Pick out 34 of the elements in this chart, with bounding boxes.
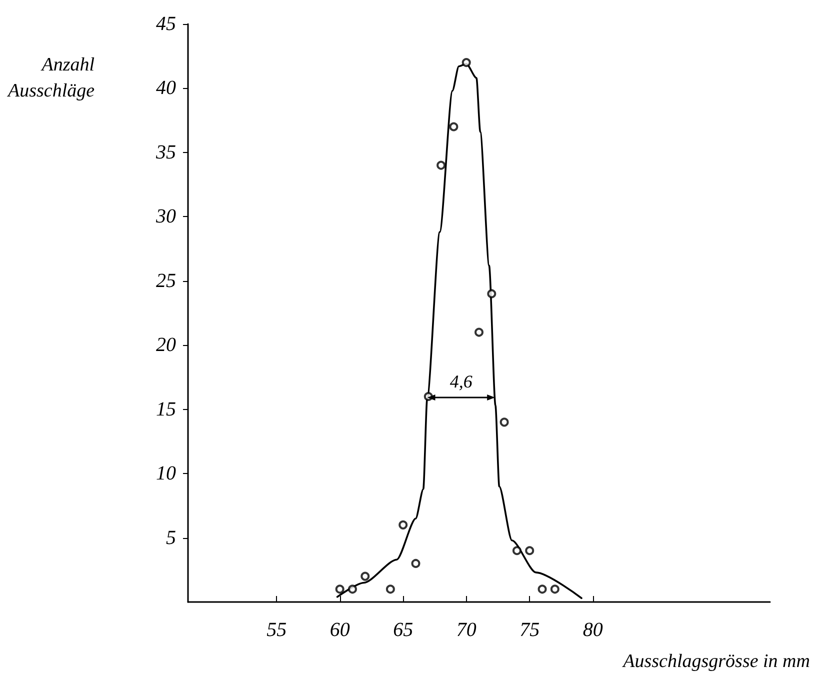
- y-tick-label: 20: [156, 334, 176, 356]
- point: [348, 584, 357, 594]
- y-tick-label: 30: [155, 206, 176, 228]
- x-tick-label: 70: [456, 619, 476, 641]
- x-axis-title: Ausschlagsgrösse in mm: [621, 651, 810, 672]
- point: [500, 418, 509, 427]
- point: [512, 546, 522, 556]
- x-tick-label: 75: [520, 619, 540, 641]
- x-tick-label: 60: [330, 619, 350, 641]
- point: [538, 584, 547, 594]
- y-tick-label: 15: [156, 398, 176, 420]
- point: [411, 558, 420, 568]
- x-tick-label: 55: [266, 619, 287, 641]
- point: [487, 289, 496, 298]
- y-tick-label: 5: [166, 526, 176, 549]
- x-tick-label: 80: [582, 619, 603, 641]
- y-tick-label: 25: [156, 270, 176, 292]
- x-tick-label: 65: [393, 619, 414, 641]
- y-tick-label: 35: [155, 141, 176, 164]
- point: [449, 122, 458, 132]
- y-tick-label: 10: [156, 462, 176, 485]
- point: [436, 160, 446, 170]
- point: [550, 584, 560, 594]
- y-axis-title: Anzahl Ausschläge: [6, 54, 95, 102]
- annotation: 4,6: [450, 371, 472, 392]
- point: [474, 328, 484, 337]
- point: [360, 572, 370, 581]
- point: [525, 546, 534, 556]
- point: [398, 520, 408, 530]
- y-tick-label: 45: [156, 13, 176, 35]
- y-tick-label: 40: [156, 77, 176, 100]
- point: [462, 58, 471, 68]
- point: [386, 584, 395, 594]
- point: [335, 584, 344, 594]
